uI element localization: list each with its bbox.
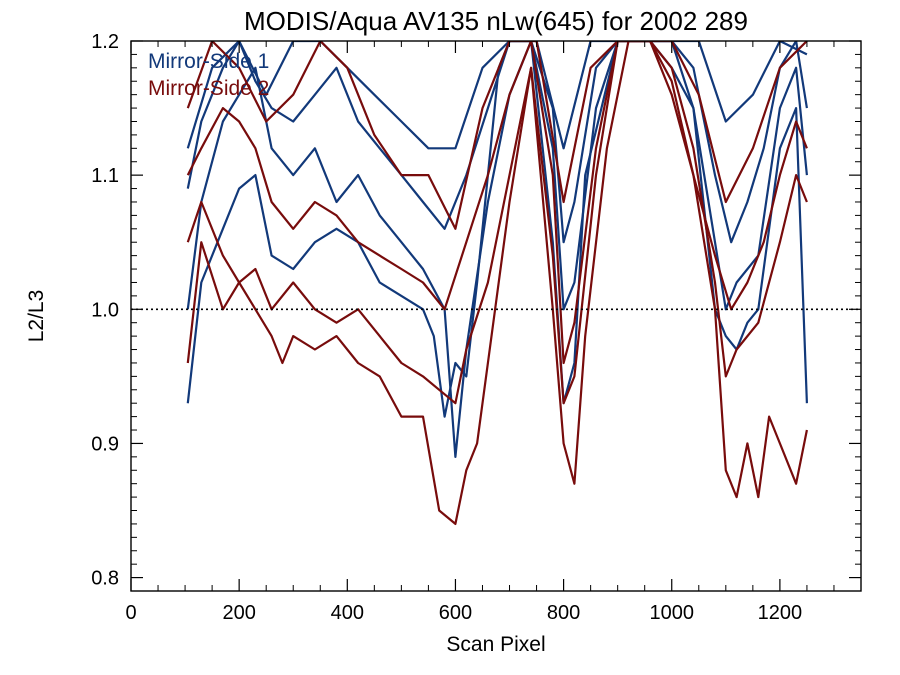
y-axis-label: L2/L3 bbox=[25, 290, 48, 343]
series-line-8 bbox=[186, 41, 808, 230]
series-line-4 bbox=[186, 41, 808, 150]
y-tick-label: 1.0 bbox=[91, 299, 119, 321]
x-tick-label: 800 bbox=[547, 602, 580, 624]
legend-entry-2: Mirror-Side 2 bbox=[148, 77, 269, 100]
chart-title: MODIS/Aqua AV135 nLw(645) for 2002 289 bbox=[244, 6, 748, 36]
axis-layer: 0 200 400 600 800 1000 1200 0.8 0.9 1.0 1.1 1.2 bbox=[91, 31, 861, 624]
series-layer bbox=[186, 41, 808, 526]
x-tick-label: 0 bbox=[125, 602, 136, 624]
legend: Mirror-Side 1 Mirror-Side 2 bbox=[148, 50, 269, 100]
series-line-5 bbox=[186, 41, 808, 526]
x-tick-label: 1000 bbox=[649, 602, 694, 624]
y-tick-label: 0.8 bbox=[91, 568, 119, 590]
x-axis-label: Scan Pixel bbox=[446, 633, 545, 656]
series-line-1 bbox=[186, 41, 808, 418]
plot-frame bbox=[130, 40, 862, 592]
legend-entry-1: Mirror-Side 1 bbox=[148, 50, 269, 73]
x-tick-label: 400 bbox=[331, 602, 364, 624]
x-tick-label: 1200 bbox=[758, 602, 803, 624]
series-line-3 bbox=[186, 41, 808, 244]
y-tick-label: 1.2 bbox=[91, 31, 119, 53]
series-line-6 bbox=[186, 41, 808, 405]
x-tick-label: 200 bbox=[222, 602, 255, 624]
y-tick-label: 0.9 bbox=[91, 433, 119, 455]
y-tick-label: 1.1 bbox=[91, 165, 119, 187]
x-tick-label: 600 bbox=[439, 602, 472, 624]
series-line-7 bbox=[186, 41, 808, 365]
